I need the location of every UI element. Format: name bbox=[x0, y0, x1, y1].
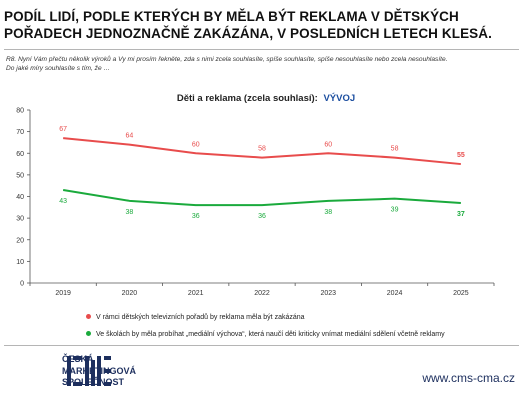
chart-title: Děti a reklama (zcela souhlasí): VÝVOJ bbox=[177, 92, 355, 104]
legend-label-2: Ve školách by měla probíhat „mediální vý… bbox=[96, 331, 445, 338]
legend-item-2: Ve školách by měla probíhat „mediální vý… bbox=[86, 330, 445, 338]
page-headline: PODÍL LIDÍ, PODLE KTERÝCH BY MĚLA BÝT RE… bbox=[4, 9, 492, 41]
data-label: 39 bbox=[391, 207, 399, 214]
y-tick-label: 70 bbox=[16, 129, 24, 136]
x-tick-label: 2020 bbox=[122, 290, 138, 297]
x-tick-label: 2023 bbox=[320, 290, 336, 297]
data-label: 60 bbox=[324, 141, 332, 148]
chart-axes: 0 10 20 30 40 50 60 70 80 2019 2020 2021 2022 2023 202… bbox=[16, 108, 495, 297]
data-label: 58 bbox=[258, 146, 266, 153]
legend-swatch-2 bbox=[86, 330, 91, 336]
data-label: 60 bbox=[192, 141, 200, 148]
survey-question: R8. Nyní Vám přečtu několik výroků a Vy … bbox=[6, 55, 506, 73]
data-label: 58 bbox=[391, 146, 399, 153]
website-link[interactable]: www.cms-cma.cz bbox=[422, 371, 515, 385]
x-tick-label: 2019 bbox=[55, 290, 71, 297]
question-line-2: Do jaké míry souhlasíte s tím, že … bbox=[6, 65, 111, 72]
chart-series: 67 64 60 58 60 58 55 43 38 36 36 38 39 37 bbox=[59, 126, 465, 220]
data-label: 36 bbox=[192, 213, 200, 220]
brand-line-1: ČESKÁ bbox=[62, 354, 94, 364]
data-label: 37 bbox=[457, 211, 465, 218]
y-tick-label: 10 bbox=[16, 259, 24, 266]
chart-title-accent: VÝVOJ bbox=[323, 92, 355, 104]
brand-line-2: MARKETINGOVÁ bbox=[62, 365, 136, 376]
y-tick-label: 80 bbox=[16, 108, 24, 115]
y-tick-label: 40 bbox=[16, 194, 24, 201]
series-line-2 bbox=[62, 189, 461, 207]
question-line-1: R8. Nyní Vám přečtu několik výroků a Vy … bbox=[6, 56, 448, 63]
data-label: 38 bbox=[126, 209, 134, 216]
y-tick-label: 0 bbox=[20, 281, 24, 288]
series-line-1 bbox=[63, 137, 461, 166]
cms-logo-icon bbox=[66, 352, 112, 392]
x-tick-label: 2024 bbox=[387, 290, 403, 297]
header-divider bbox=[4, 49, 519, 50]
brand-line-3: SPOLEČNOST bbox=[62, 377, 125, 387]
x-tick-label: 2021 bbox=[188, 290, 204, 297]
data-label: 55 bbox=[457, 152, 465, 159]
legend-swatch-1 bbox=[86, 313, 91, 319]
data-label: 36 bbox=[258, 213, 266, 220]
data-label: 43 bbox=[59, 198, 67, 205]
legend-label-1: V rámci dětských televizních pořadů by r… bbox=[96, 314, 305, 321]
legend-item-1: V rámci dětských televizních pořadů by r… bbox=[86, 313, 305, 321]
y-tick-label: 60 bbox=[16, 151, 24, 158]
y-tick-label: 30 bbox=[16, 216, 24, 223]
footer-divider bbox=[4, 345, 519, 346]
data-label: 38 bbox=[324, 209, 332, 216]
y-tick-label: 20 bbox=[16, 237, 24, 244]
y-tick-label: 50 bbox=[16, 172, 24, 179]
chart-title-main: Děti a reklama (zcela souhlasí): bbox=[177, 93, 318, 104]
data-label: 64 bbox=[126, 133, 134, 140]
x-tick-label: 2025 bbox=[453, 290, 469, 297]
brand-name: ČESKÁ MARKETINGOVÁ SPOLEČNOST bbox=[62, 354, 136, 389]
data-label: 67 bbox=[59, 126, 67, 133]
line-chart: Děti a reklama (zcela souhlasí): VÝVOJ 0… bbox=[16, 92, 495, 297]
x-tick-label: 2022 bbox=[254, 290, 270, 297]
